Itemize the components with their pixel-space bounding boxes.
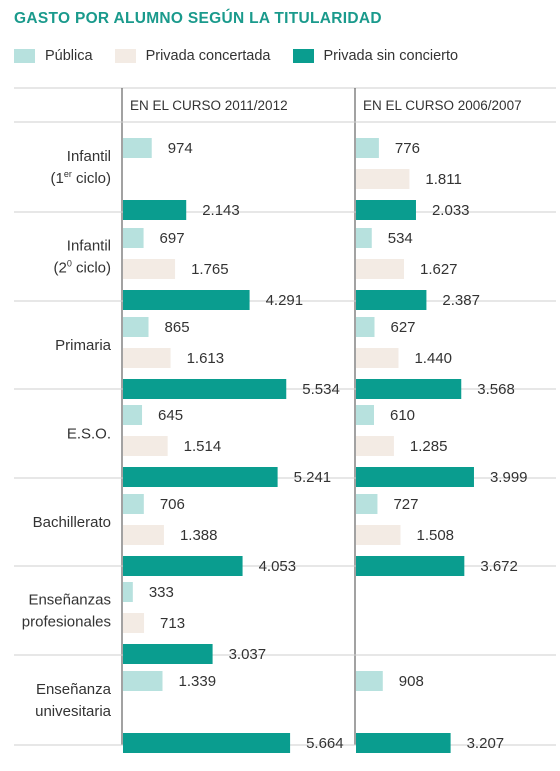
bar-privada-concertada — [356, 348, 399, 368]
legend-swatch-publica — [14, 49, 35, 63]
bar-publica — [123, 138, 152, 158]
bar-privada-sin-concierto — [123, 290, 250, 310]
bar-privada-sin-concierto — [356, 467, 474, 487]
data-label-privada-sin-concierto: 2.033 — [432, 202, 470, 219]
legend-label-publica: Pública — [45, 48, 93, 64]
bar-publica — [123, 228, 144, 248]
category-label: Bachillerato — [33, 514, 111, 531]
legend-label-privada-sin-concierto: Privada sin concierto — [323, 48, 459, 64]
data-label-publica: 1.339 — [179, 673, 217, 690]
bar-privada-sin-concierto — [356, 379, 462, 399]
bar-publica — [356, 317, 375, 337]
data-label-privada-sin-concierto: 3.037 — [229, 646, 267, 663]
bar-privada-concertada — [123, 613, 145, 633]
bar-publica — [356, 228, 372, 248]
legend-swatch-privada-concertada — [114, 49, 136, 63]
bar-publica — [123, 317, 149, 337]
data-label-privada-concertada: 713 — [160, 615, 185, 632]
panel-header: EN EL CURSO 2006/2007 — [363, 98, 522, 113]
data-label-publica: 706 — [160, 496, 185, 513]
bar-privada-sin-concierto — [123, 644, 213, 664]
category-label: profesionales — [22, 614, 111, 631]
data-label-publica: 865 — [165, 319, 190, 336]
legend-item-privada-sin-concierto: Privada sin concierto — [292, 48, 459, 64]
bar-privada-concertada — [123, 525, 164, 545]
data-label-privada-sin-concierto: 3.568 — [477, 381, 515, 398]
bar-publica — [123, 671, 163, 691]
bar-publica — [356, 671, 383, 691]
bar-privada-concertada — [356, 259, 404, 279]
data-label-privada-concertada: 1.613 — [187, 350, 225, 367]
data-label-privada-sin-concierto: 4.053 — [259, 558, 297, 575]
bar-privada-sin-concierto — [123, 379, 287, 399]
data-label-privada-concertada: 1.285 — [410, 438, 448, 455]
data-label-privada-concertada: 1.508 — [416, 527, 454, 544]
data-label-privada-sin-concierto: 5.664 — [306, 735, 344, 752]
data-label-publica: 645 — [158, 407, 183, 424]
data-label-privada-sin-concierto: 5.241 — [294, 469, 332, 486]
bar-publica — [123, 494, 144, 514]
panel-header: EN EL CURSO 2011/2012 — [130, 98, 288, 113]
data-label-privada-concertada: 1.765 — [191, 261, 229, 278]
bar-privada-sin-concierto — [356, 733, 451, 753]
category-label: (1er ciclo) — [50, 169, 111, 187]
category-label: Enseñanza — [36, 681, 112, 698]
bar-publica — [356, 405, 374, 425]
bar-privada-sin-concierto — [123, 556, 243, 576]
data-label-privada-sin-concierto: 2.387 — [442, 292, 480, 309]
bar-privada-sin-concierto — [356, 556, 465, 576]
data-label-publica: 727 — [393, 496, 418, 513]
bar-privada-concertada — [356, 525, 401, 545]
bar-publica — [123, 405, 143, 425]
data-label-privada-sin-concierto: 4.291 — [266, 292, 304, 309]
bar-privada-concertada — [356, 436, 394, 456]
bar-publica — [356, 138, 379, 158]
category-label: Enseñanzas — [28, 592, 111, 609]
bar-privada-sin-concierto — [356, 200, 416, 220]
data-label-publica: 534 — [388, 230, 413, 247]
data-label-privada-sin-concierto: 5.534 — [302, 381, 340, 398]
chart-title: GASTO POR ALUMNO SEGÚN LA TITULARIDAD — [14, 10, 382, 27]
legend-item-publica: Pública — [14, 48, 93, 64]
category-label: Primaria — [55, 337, 111, 354]
legend-item-privada-concertada: Privada concertada — [114, 48, 271, 64]
bar-privada-sin-concierto — [356, 290, 427, 310]
data-label-publica: 627 — [390, 319, 415, 336]
data-label-privada-sin-concierto: 3.672 — [480, 558, 518, 575]
legend-label-privada-concertada: Privada concertada — [145, 48, 271, 64]
data-label-privada-sin-concierto: 3.999 — [490, 469, 528, 486]
data-label-publica: 610 — [390, 407, 415, 424]
bar-privada-sin-concierto — [123, 200, 187, 220]
bar-publica — [123, 582, 133, 602]
data-label-privada-concertada: 1.388 — [180, 527, 218, 544]
data-label-publica: 776 — [395, 140, 420, 157]
bar-privada-sin-concierto — [123, 467, 278, 487]
bar-privada-concertada — [123, 259, 176, 279]
bar-privada-concertada — [123, 436, 168, 456]
data-label-publica: 908 — [399, 673, 424, 690]
data-label-publica: 974 — [168, 140, 193, 157]
bar-privada-sin-concierto — [123, 733, 291, 753]
data-label-privada-sin-concierto: 2.143 — [202, 202, 240, 219]
bar-privada-concertada — [123, 348, 171, 368]
data-label-privada-sin-concierto: 3.207 — [467, 735, 505, 752]
category-label: Infantil — [67, 238, 111, 255]
category-label: E.S.O. — [67, 426, 111, 443]
category-label: univesitaria — [35, 703, 112, 720]
category-label: (20 ciclo) — [53, 259, 111, 277]
data-label-privada-concertada: 1.627 — [420, 261, 458, 278]
legend-swatch-privada-sin-concierto — [292, 49, 314, 63]
data-label-publica: 697 — [160, 230, 185, 247]
category-label: Infantil — [67, 148, 111, 165]
data-label-privada-concertada: 1.514 — [184, 438, 222, 455]
legend: Pública Privada concertada Privada sin c… — [14, 46, 480, 66]
bar-publica — [356, 494, 378, 514]
data-label-privada-concertada: 1.440 — [414, 350, 452, 367]
data-label-privada-concertada: 1.811 — [425, 171, 461, 188]
data-label-publica: 333 — [149, 584, 174, 601]
bar-privada-concertada — [356, 169, 410, 189]
